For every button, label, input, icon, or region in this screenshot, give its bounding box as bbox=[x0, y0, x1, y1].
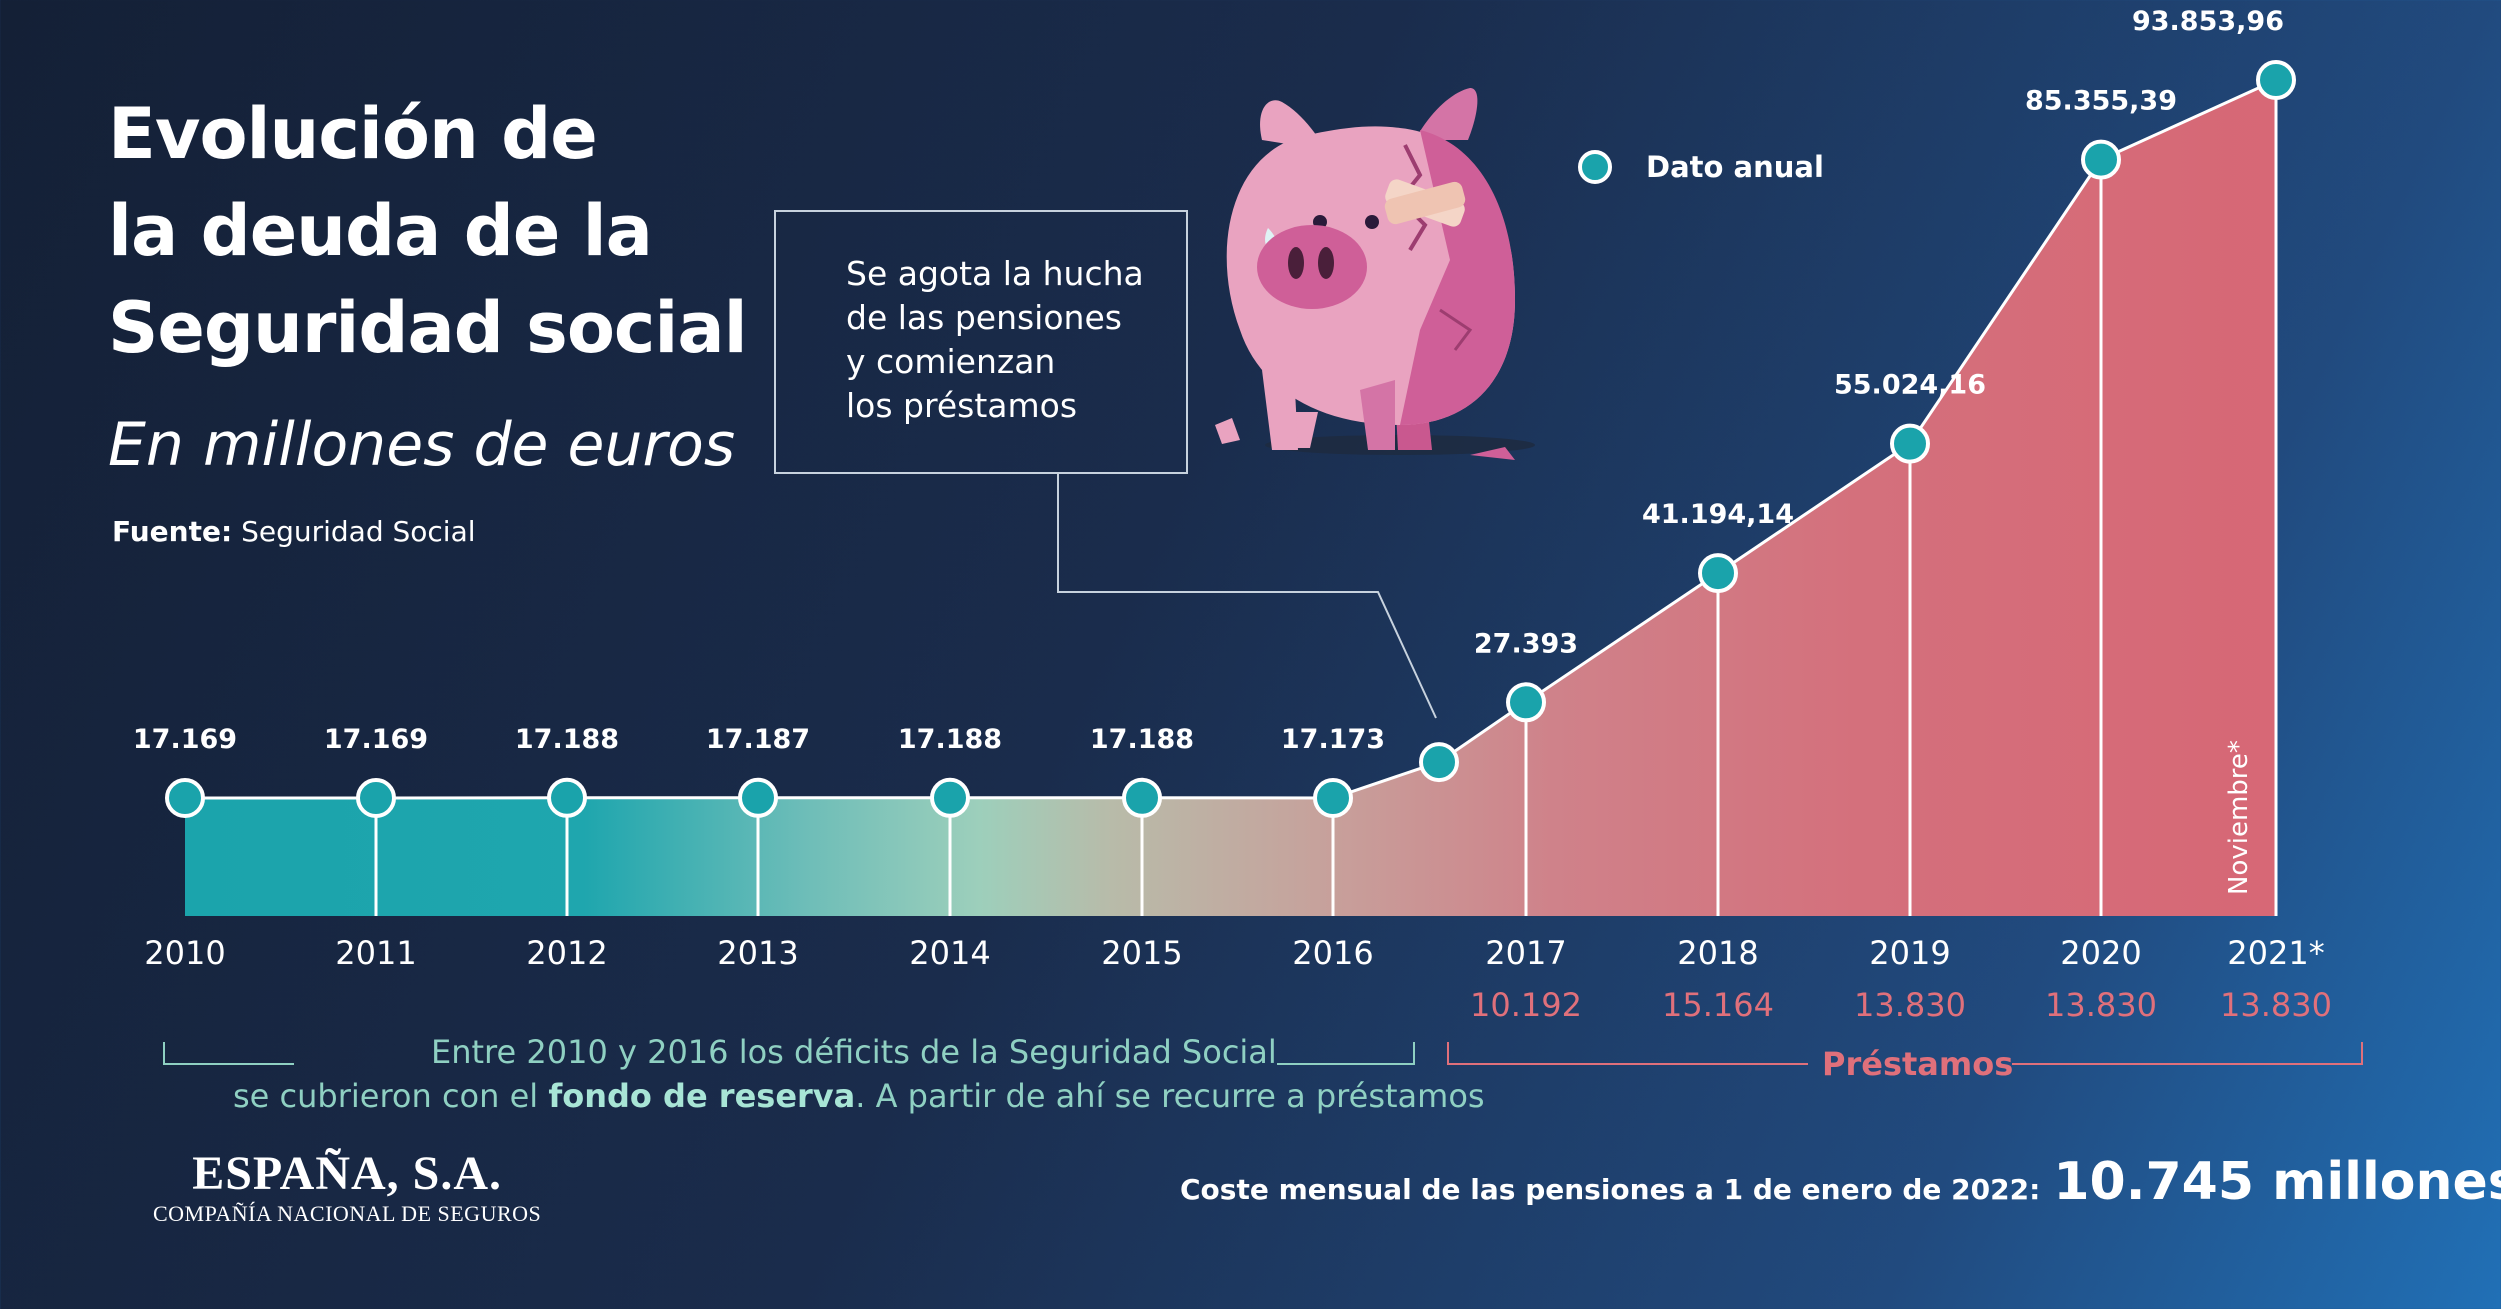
data-point bbox=[2256, 60, 2296, 100]
legend: Dato anual bbox=[1578, 150, 1824, 184]
november-annotation: Noviembre* bbox=[2224, 740, 2254, 895]
loan-value: 13.830 bbox=[2220, 986, 2332, 1024]
data-label: 17.169 bbox=[133, 724, 237, 755]
data-label: 41.194,14 bbox=[1642, 499, 1794, 530]
data-point bbox=[1122, 777, 1162, 818]
x-tick-label: 2014 bbox=[909, 934, 990, 972]
data-point bbox=[547, 777, 587, 818]
loans-bracket bbox=[1447, 1042, 2363, 1065]
callout-line-4: los préstamos bbox=[846, 386, 1078, 425]
note-bracket bbox=[163, 1042, 1415, 1065]
chart-plot: 17.169 2010 17.169 2011 17.188 2012 17.187 2013… bbox=[133, 6, 2332, 1024]
data-label: 17.188 bbox=[515, 724, 619, 755]
chart-subtitle: En millones de euros bbox=[108, 410, 736, 480]
data-label: 17.188 bbox=[1090, 724, 1194, 755]
data-point bbox=[1313, 778, 1353, 818]
x-tick-label: 2015 bbox=[1101, 934, 1182, 972]
x-tick-label: 2010 bbox=[144, 934, 225, 972]
data-label: 55.024,16 bbox=[1834, 370, 1986, 401]
data-point bbox=[1506, 682, 1546, 723]
logo-line-1: ESPAÑA, S.A. bbox=[192, 1147, 503, 1200]
loan-value: 13.830 bbox=[1854, 986, 1966, 1024]
x-tick-label: 2011 bbox=[335, 934, 416, 972]
data-label: 27.393 bbox=[1474, 628, 1578, 659]
note-part-2c: . A partir de ahí se recurre a préstamos bbox=[855, 1077, 1485, 1115]
callout-connector bbox=[1057, 474, 1437, 719]
data-point bbox=[165, 778, 205, 818]
title-line-1: Evolución de bbox=[108, 93, 598, 175]
note-line-1: Entre 2010 y 2016 los déficits de la Seg… bbox=[431, 1033, 1277, 1071]
data-label: 85.355,39 bbox=[2025, 86, 2177, 117]
legend-label: Dato anual bbox=[1646, 150, 1824, 184]
x-tick-label: 2017 bbox=[1485, 934, 1566, 972]
data-point bbox=[738, 777, 778, 818]
source-value: Seguridad Social bbox=[241, 515, 476, 548]
data-point bbox=[356, 778, 396, 818]
title-line-2: la deuda de la bbox=[108, 190, 653, 272]
x-tick-label: 2019 bbox=[1869, 934, 1950, 972]
legend-dot-icon bbox=[1578, 150, 1612, 184]
data-label: 17.173 bbox=[1281, 724, 1385, 755]
data-point bbox=[1419, 742, 1459, 783]
x-tick-label: 2020 bbox=[2060, 934, 2141, 972]
x-tick-label: 2016 bbox=[1292, 934, 1373, 972]
data-point bbox=[1890, 423, 1930, 464]
note-part-2b: fondo de reserva bbox=[548, 1077, 856, 1115]
loan-value: 13.830 bbox=[2045, 986, 2157, 1024]
callout-line-3: y comienzan bbox=[846, 342, 1056, 381]
broken-piggy-bank-icon bbox=[1215, 88, 1535, 460]
loan-value: 10.192 bbox=[1470, 986, 1582, 1024]
x-tick-label: 2013 bbox=[717, 934, 798, 972]
x-tick-label: 2018 bbox=[1677, 934, 1758, 972]
source-label: Fuente: bbox=[112, 515, 233, 548]
callout-line-2: de las pensiones bbox=[846, 298, 1122, 337]
data-label: 17.169 bbox=[324, 724, 428, 755]
callout-box: Se agota la hucha de las pensiones y com… bbox=[774, 210, 1188, 474]
source-line: Fuente: Seguridad Social bbox=[112, 515, 476, 548]
data-label: 93.853,96 bbox=[2132, 6, 2284, 37]
data-label: 17.188 bbox=[898, 724, 1002, 755]
x-tick-label: 2021* bbox=[2227, 934, 2324, 972]
debt-area bbox=[185, 80, 2276, 916]
note-line-2: se cubrieron con el fondo de reserva. A … bbox=[233, 1077, 1485, 1115]
x-tick-label: 2012 bbox=[526, 934, 607, 972]
chart-title: Evolución de la deuda de la Seguridad so… bbox=[108, 86, 748, 377]
company-logo: ESPAÑA, S.A. COMPAÑÍA NACIONAL DE SEGURO… bbox=[153, 1146, 541, 1227]
data-label: 17.187 bbox=[706, 724, 810, 755]
callout-line-1: Se agota la hucha bbox=[846, 254, 1144, 293]
data-point bbox=[2081, 139, 2121, 180]
monthly-cost-value: 10.745 millones € bbox=[2053, 1152, 2501, 1212]
title-line-3: Seguridad social bbox=[108, 287, 748, 369]
monthly-cost: Coste mensual de las pensiones a 1 de en… bbox=[1180, 1152, 2501, 1212]
monthly-cost-label: Coste mensual de las pensiones a 1 de en… bbox=[1180, 1173, 2041, 1206]
loan-value: 15.164 bbox=[1662, 986, 1774, 1024]
loans-label: Préstamos bbox=[1822, 1045, 2014, 1083]
data-point bbox=[930, 777, 970, 818]
note-part-1: Entre 2010 y 2016 los déficits de la Seg… bbox=[431, 1033, 1277, 1071]
logo-line-2: COMPAÑÍA NACIONAL DE SEGUROS bbox=[153, 1201, 542, 1226]
data-point bbox=[1698, 553, 1738, 594]
note-part-2a: se cubrieron con el bbox=[233, 1077, 549, 1115]
